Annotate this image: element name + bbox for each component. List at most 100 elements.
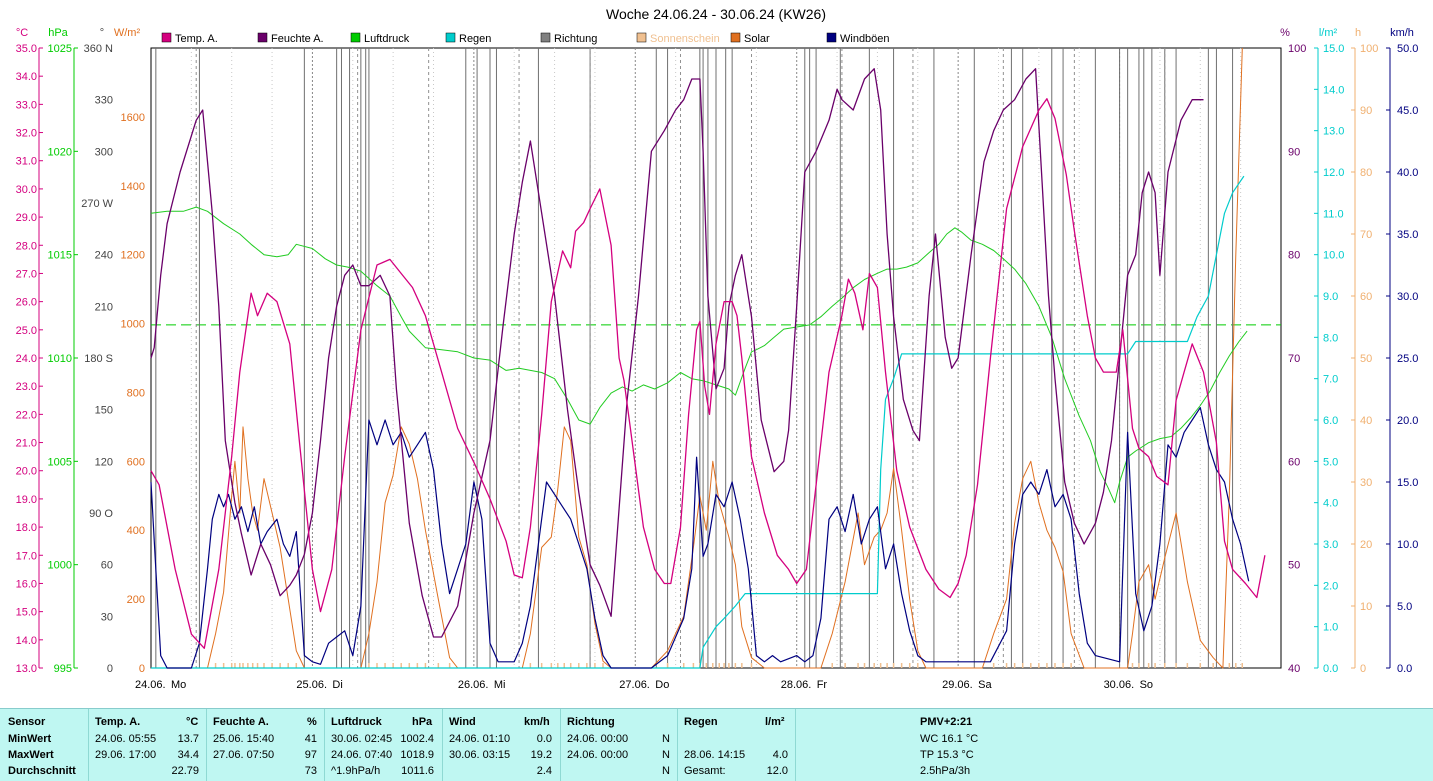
dir-tick-label: 60: [101, 560, 113, 572]
table-cell-temp-time: 29.06. 17:00: [95, 749, 157, 761]
x-tick-label: 28.06.: [781, 679, 812, 691]
table-cell-rain-time: Gesamt:: [684, 765, 726, 777]
series-layer: [150, 47, 1266, 669]
temp-tick-label: 26.0: [16, 297, 37, 309]
rain-tick-label: 5.0: [1323, 456, 1338, 468]
press-tick-label: 1015: [48, 250, 72, 262]
x-tick-label: 29.06.: [942, 679, 973, 691]
temp-tick-label: 19.0: [16, 494, 37, 506]
legend-label: Temp. A.: [175, 33, 218, 45]
chart-title: Woche 24.06.24 - 30.06.24 (KW26): [606, 6, 826, 22]
sun-tick-label: 100: [1360, 43, 1378, 55]
temp-tick-label: 14.0: [16, 635, 37, 647]
press-unit-label: hPa: [48, 27, 68, 39]
legend-label: Feuchte A.: [271, 33, 324, 45]
temp-tick-label: 30.0: [16, 184, 37, 196]
solar-tick-label: 600: [127, 456, 145, 468]
rain-tick-label: 15.0: [1323, 43, 1344, 55]
dir-tick-label: 240: [95, 250, 113, 262]
table-cell-pmv: TP 15.3 °C: [920, 749, 974, 761]
temp-tick-label: 21.0: [16, 438, 37, 450]
table-cell-press-val: 1002.4: [400, 733, 434, 745]
sun-tick-label: 80: [1360, 167, 1372, 179]
table-cell-wind-val: 2.4: [536, 765, 552, 777]
wind-tick-label: 0.0: [1397, 663, 1412, 675]
hum-tick-label: 70: [1288, 353, 1300, 365]
wind-tick-label: 30.0: [1397, 291, 1418, 303]
rain-tick-label: 7.0: [1323, 374, 1338, 386]
x-tick-label: 25.06.: [296, 679, 327, 691]
temp-tick-label: 20.0: [16, 466, 37, 478]
temp-tick-label: 29.0: [16, 212, 37, 224]
temp-header: Temp. A.: [95, 716, 141, 728]
table-cell-press-val: 1011.6: [401, 765, 434, 777]
dir-tick-label: 150: [95, 405, 113, 417]
hum-tick-label: 50: [1288, 560, 1300, 572]
rain-unit-label: l/m²: [1319, 27, 1338, 39]
table-cell-temp-val: 13.7: [177, 733, 199, 745]
wind-tick-label: 25.0: [1397, 353, 1418, 365]
table-cell-label: Durchschnitt: [8, 765, 76, 777]
temp-tick-label: 15.0: [16, 607, 37, 619]
rain-tick-label: 4.0: [1323, 498, 1338, 510]
dir-unit-label: °: [100, 27, 104, 39]
wind-tick-label: 20.0: [1397, 415, 1418, 427]
hum-header: Feuchte A.: [213, 716, 269, 728]
press-tick-label: 1020: [48, 146, 72, 158]
sun-tick-label: 90: [1360, 105, 1372, 117]
table-cell-dir-time: 24.06. 00:00: [567, 749, 629, 761]
x-tick-weekday: Mi: [494, 679, 506, 691]
hum-unit: %: [307, 716, 317, 728]
dir-tick-label: 30: [101, 611, 113, 623]
x-tick-weekday: So: [1140, 679, 1153, 691]
wind-unit: km/h: [524, 716, 550, 728]
temp-tick-label: 35.0: [16, 43, 37, 55]
wind-tick-label: 50.0: [1397, 43, 1418, 55]
rain-tick-label: 11.0: [1323, 208, 1344, 220]
table-cell-press-time: 24.06. 07:40: [331, 749, 393, 761]
table-cell-temp-val: 34.4: [177, 749, 199, 761]
table-cell-press-time: 30.06. 02:45: [331, 733, 393, 745]
solar-tick-label: 1400: [121, 181, 145, 193]
hum-tick-label: 40: [1288, 663, 1300, 675]
table-cell-pmv: WC 16.1 °C: [920, 733, 979, 745]
table-cell-press-time: ^1.9hPa/h: [331, 765, 381, 777]
table-cell-hum-val: 97: [304, 749, 317, 761]
table-cell-dir-time: 24.06. 00:00: [567, 733, 629, 745]
dir-tick-label: 0: [107, 663, 113, 675]
table-cell-hum-val: 73: [304, 765, 317, 777]
x-tick-label: 27.06.: [619, 679, 650, 691]
press-tick-label: 995: [54, 663, 72, 675]
temp-unit-label: °C: [16, 27, 28, 39]
temp-tick-label: 34.0: [16, 71, 37, 83]
sensor-header: Sensor: [8, 716, 46, 728]
dir-tick-label: 120: [95, 456, 113, 468]
table-cell-dir-val: N: [662, 749, 670, 761]
dir-header: Richtung: [567, 716, 615, 728]
x-tick-weekday: Sa: [978, 679, 992, 691]
legend-swatch: [636, 32, 647, 43]
temp-tick-label: 22.0: [16, 409, 37, 421]
temp-tick-label: 13.0: [16, 663, 37, 675]
rain-tick-label: 3.0: [1323, 539, 1338, 551]
rain-tick-label: 1.0: [1323, 622, 1338, 634]
dir-tick-label: 270 W: [81, 198, 113, 210]
wind-tick-label: 45.0: [1397, 105, 1418, 117]
dir-tick-label: 300: [95, 146, 113, 158]
pressure-line: [150, 206, 1248, 504]
wind-tick-label: 40.0: [1397, 167, 1418, 179]
sun-tick-label: 40: [1360, 415, 1372, 427]
temperature-line: [150, 98, 1266, 649]
legend-label: Sonnenschein: [650, 33, 720, 45]
temp-tick-label: 16.0: [16, 578, 37, 590]
rain-tick-label: 2.0: [1323, 580, 1338, 592]
wind-tick-label: 15.0: [1397, 477, 1418, 489]
solar-tick-label: 200: [127, 594, 145, 606]
sun-tick-label: 10: [1360, 601, 1372, 613]
table-cell-label: MaxWert: [8, 749, 54, 761]
dir-tick-label: 90 O: [89, 508, 113, 520]
table-cell-wind-time: 30.06. 03:15: [449, 749, 511, 761]
rain-tick-label: 14.0: [1323, 84, 1344, 96]
temp-tick-label: 33.0: [16, 99, 37, 111]
rain-tick-label: 9.0: [1323, 291, 1338, 303]
